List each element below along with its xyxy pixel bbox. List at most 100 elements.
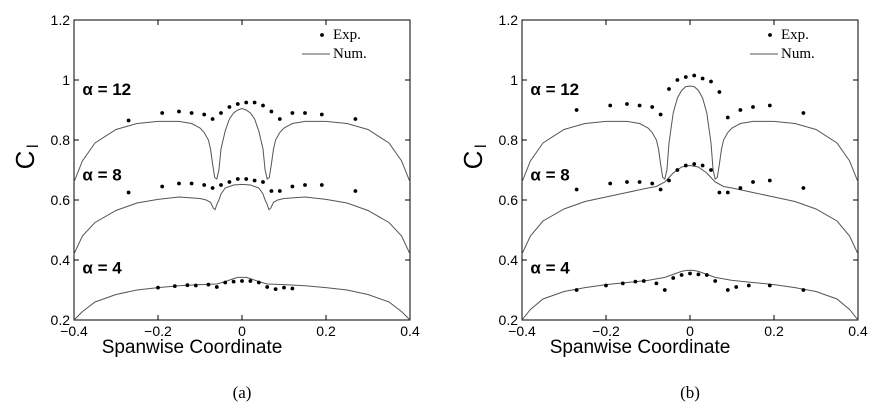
exp-point (574, 187, 579, 192)
x-tick-label: 0 (686, 323, 694, 339)
series-2: α = 4 (73, 259, 411, 321)
exp-point (177, 109, 181, 114)
series-label: α = 4 (82, 259, 122, 278)
exp-point (219, 111, 223, 115)
exp-point (679, 273, 684, 277)
exp-point (675, 78, 680, 82)
exp-point (256, 280, 261, 285)
exp-point (725, 115, 730, 120)
series-1: α = 8 (521, 162, 859, 255)
exp-point (574, 108, 579, 112)
exp-point (688, 271, 692, 276)
exp-point (683, 163, 688, 168)
exp-point (160, 184, 165, 189)
y-axis-label-subscript: l (25, 144, 42, 148)
legend-exp-marker (320, 33, 324, 37)
exp-point (654, 281, 659, 286)
series-label: α = 12 (82, 80, 131, 99)
chart-panel-b: −0.4 −0.2 0 0.2 0.4 0.2 0.4 0.6 0.8 1 1.2 Spanwise … (458, 12, 868, 402)
exp-point (671, 276, 676, 280)
exp-point (193, 283, 198, 288)
x-tick-label: −0.2 (592, 323, 620, 339)
exp-point (126, 118, 131, 123)
x-tick-label: 0.2 (764, 323, 784, 339)
exp-point (269, 109, 274, 114)
exp-point (709, 79, 713, 84)
exp-point (620, 281, 625, 286)
exp-point (177, 181, 181, 186)
num-line (73, 107, 411, 183)
exp-point (303, 183, 307, 187)
exp-point (604, 283, 608, 288)
exp-point (738, 108, 743, 112)
exp-point (767, 283, 772, 288)
exp-point (206, 282, 211, 287)
exp-point (734, 285, 739, 289)
exp-point (658, 187, 663, 192)
legend-exp-label: Exp. (333, 27, 361, 43)
exp-point (667, 178, 671, 183)
exp-point (658, 112, 663, 117)
exp-point (725, 288, 730, 292)
exp-point (717, 90, 722, 94)
num-line (521, 269, 859, 321)
exp-point (692, 162, 697, 166)
exp-point (319, 112, 324, 117)
num-line (73, 183, 411, 255)
exp-point (625, 180, 629, 184)
exp-point (751, 105, 755, 109)
exp-point (303, 111, 307, 115)
exp-point (240, 279, 244, 283)
exp-point (227, 180, 232, 184)
exp-point (650, 105, 655, 109)
exp-point (235, 102, 240, 106)
y-tick-label: 0.2 (499, 312, 519, 328)
exp-point (633, 279, 638, 284)
exp-point (210, 117, 215, 121)
exp-point (252, 178, 257, 183)
legend-exp-marker (768, 33, 772, 37)
exp-point (683, 75, 688, 79)
x-tick-label: 0.4 (848, 323, 868, 339)
num-line (521, 164, 859, 255)
x-tick-label: 0.4 (400, 323, 420, 339)
exp-point (185, 283, 190, 288)
y-axis-label-subscript: l (473, 144, 490, 148)
exp-point (692, 73, 697, 78)
num-line (521, 85, 859, 183)
exp-point (574, 288, 579, 292)
exp-point (160, 111, 165, 115)
exp-point (717, 190, 722, 195)
exp-point (801, 186, 806, 190)
series-label: α = 12 (530, 80, 579, 99)
legend: Exp. Num. (302, 27, 367, 62)
exp-point (219, 183, 223, 187)
exp-point (704, 273, 709, 277)
x-axis-label: Spanwise Coordinate (102, 337, 283, 358)
exp-point (641, 279, 646, 283)
legend-num-label: Num. (781, 46, 815, 62)
series-0: α = 12 (73, 80, 411, 183)
exp-point (290, 184, 295, 189)
y-axis-label: C (458, 151, 488, 170)
exp-point (231, 279, 236, 284)
legend-num-label: Num. (333, 46, 367, 62)
y-tick-label: 0.4 (51, 252, 71, 268)
exp-point (650, 181, 655, 186)
y-tick-label: 0.8 (51, 132, 71, 148)
exp-point (738, 186, 743, 190)
exp-point (696, 272, 701, 277)
y-tick-label: 0.2 (51, 312, 71, 328)
exp-point (801, 288, 806, 292)
y-tick-label: 0.6 (51, 192, 71, 208)
exp-point (210, 186, 215, 190)
y-tick-label: 1 (510, 72, 518, 88)
y-tick-label: 1.2 (51, 12, 71, 28)
y-tick-label: 0.8 (499, 132, 519, 148)
exp-point (189, 181, 194, 186)
x-tick-label: 0.2 (316, 323, 336, 339)
exp-point (319, 183, 324, 187)
exp-point (709, 168, 713, 172)
exp-point (608, 181, 613, 186)
exp-point (353, 117, 358, 121)
